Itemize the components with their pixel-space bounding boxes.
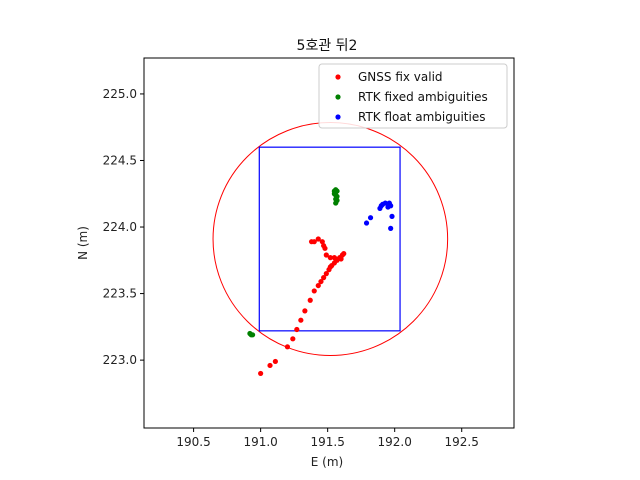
data-point-series-2 <box>389 213 395 219</box>
data-point-series-0 <box>284 344 291 350</box>
data-point-series-0 <box>315 236 321 242</box>
data-point-series-0 <box>294 326 300 333</box>
data-point-series-0 <box>302 308 308 314</box>
y-tick-label: 223.5 <box>103 287 137 301</box>
data-point-series-0 <box>308 239 315 245</box>
data-point-series-0 <box>327 255 333 261</box>
data-point-series-2 <box>363 220 370 226</box>
y-tick-label: 223.0 <box>103 353 137 367</box>
chart-title: 5호관 뒤2 <box>297 38 358 54</box>
data-point-series-0 <box>321 243 327 249</box>
legend-marker <box>335 114 341 120</box>
data-point-series-0 <box>290 336 296 342</box>
x-tick-label: 192.5 <box>445 435 479 449</box>
data-point-series-0 <box>307 297 313 303</box>
legend: GNSS fix valid RTK fixed ambiguities RTK f… <box>318 63 508 129</box>
legend-marker <box>335 94 341 100</box>
data-point-series-0 <box>315 282 321 289</box>
x-tick-label: 191.5 <box>310 435 344 449</box>
data-point-series-0 <box>318 278 324 285</box>
data-point-series-0 <box>321 275 327 281</box>
data-point-series-2 <box>382 200 388 206</box>
boundary-rectangle <box>258 146 401 332</box>
legend-label: GNSS fix valid <box>358 70 443 84</box>
data-point-series-0 <box>319 239 325 245</box>
data-point-series-2 <box>367 215 374 221</box>
data-point-series-2 <box>388 225 394 231</box>
legend-marker <box>335 74 341 80</box>
x-axis-label: E (m) <box>311 455 343 469</box>
data-point-series-0 <box>272 358 278 365</box>
data-point-series-0 <box>267 362 273 369</box>
data-point-series-0 <box>311 288 317 294</box>
legend-label: RTK float ambiguities <box>358 110 485 124</box>
data-point-series-0 <box>298 317 304 323</box>
data-point-series-1 <box>249 332 256 338</box>
x-tick-label: 192.0 <box>378 435 412 449</box>
y-axis-label: N (m) <box>76 226 90 260</box>
legend-label: RTK fixed ambiguities <box>358 90 488 104</box>
y-tick-label: 224.0 <box>103 220 137 234</box>
x-tick-label: 191.0 <box>243 435 277 449</box>
x-tick-label: 190.5 <box>176 435 210 449</box>
data-point-series-0 <box>341 251 347 257</box>
y-tick-label: 225.0 <box>103 87 137 101</box>
data-point-series-0 <box>258 370 264 377</box>
y-tick-label: 224.5 <box>103 153 137 167</box>
data-point-series-2 <box>386 201 392 208</box>
data-point-series-0 <box>323 271 329 277</box>
data-point-series-0 <box>331 255 337 261</box>
data-point-series-0 <box>323 252 329 258</box>
data-point-series-1 <box>333 200 339 206</box>
data-point-series-0 <box>338 256 344 262</box>
legend-box <box>318 63 508 129</box>
